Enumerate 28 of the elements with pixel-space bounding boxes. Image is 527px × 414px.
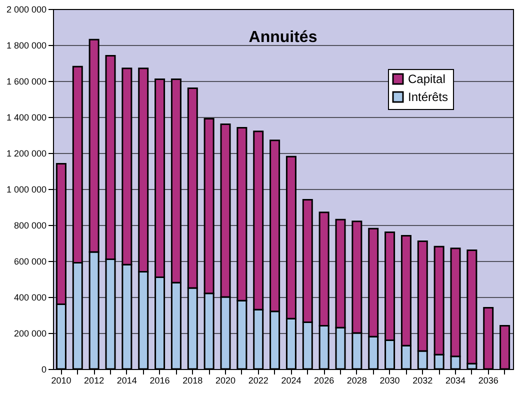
x-tick-label: 2020: [215, 376, 236, 386]
y-tick-label: 800 000: [14, 220, 46, 230]
x-tick-label: 2028: [346, 376, 367, 386]
y-tick-label: 1 000 000: [6, 184, 46, 194]
legend-label: Intérêts: [408, 90, 448, 104]
y-tick-label: 600 000: [14, 256, 46, 266]
y-tick-label: 1 800 000: [6, 40, 46, 50]
x-tick-label: 2034: [445, 376, 466, 386]
x-tick-label: 2022: [248, 376, 268, 386]
y-tick-label: 400 000: [14, 292, 46, 302]
x-tick-label: 2026: [314, 376, 334, 386]
y-tick-label: 1 600 000: [6, 76, 46, 86]
x-tick-label: 2012: [84, 376, 104, 386]
x-tick-label: 2036: [478, 376, 498, 386]
y-tick-label: 1 200 000: [6, 148, 46, 158]
legend-label: Capital: [408, 72, 446, 86]
text: Annuités: [248, 29, 318, 46]
y-tick-label: 2 000 000: [6, 4, 46, 14]
x-tick-label: 2030: [380, 376, 400, 386]
x-tick-label: 2024: [281, 376, 302, 386]
x-tick-label: 2010: [51, 376, 72, 386]
x-tick-label: 2014: [116, 376, 137, 386]
y-tick-label: 1 400 000: [6, 112, 46, 122]
y-tick-label: 200 000: [14, 328, 46, 338]
x-tick-label: 2018: [182, 376, 203, 386]
x-tick-label: 2032: [412, 376, 433, 386]
x-tick-label: 2016: [150, 376, 170, 386]
y-tick-label: 0: [41, 364, 46, 374]
